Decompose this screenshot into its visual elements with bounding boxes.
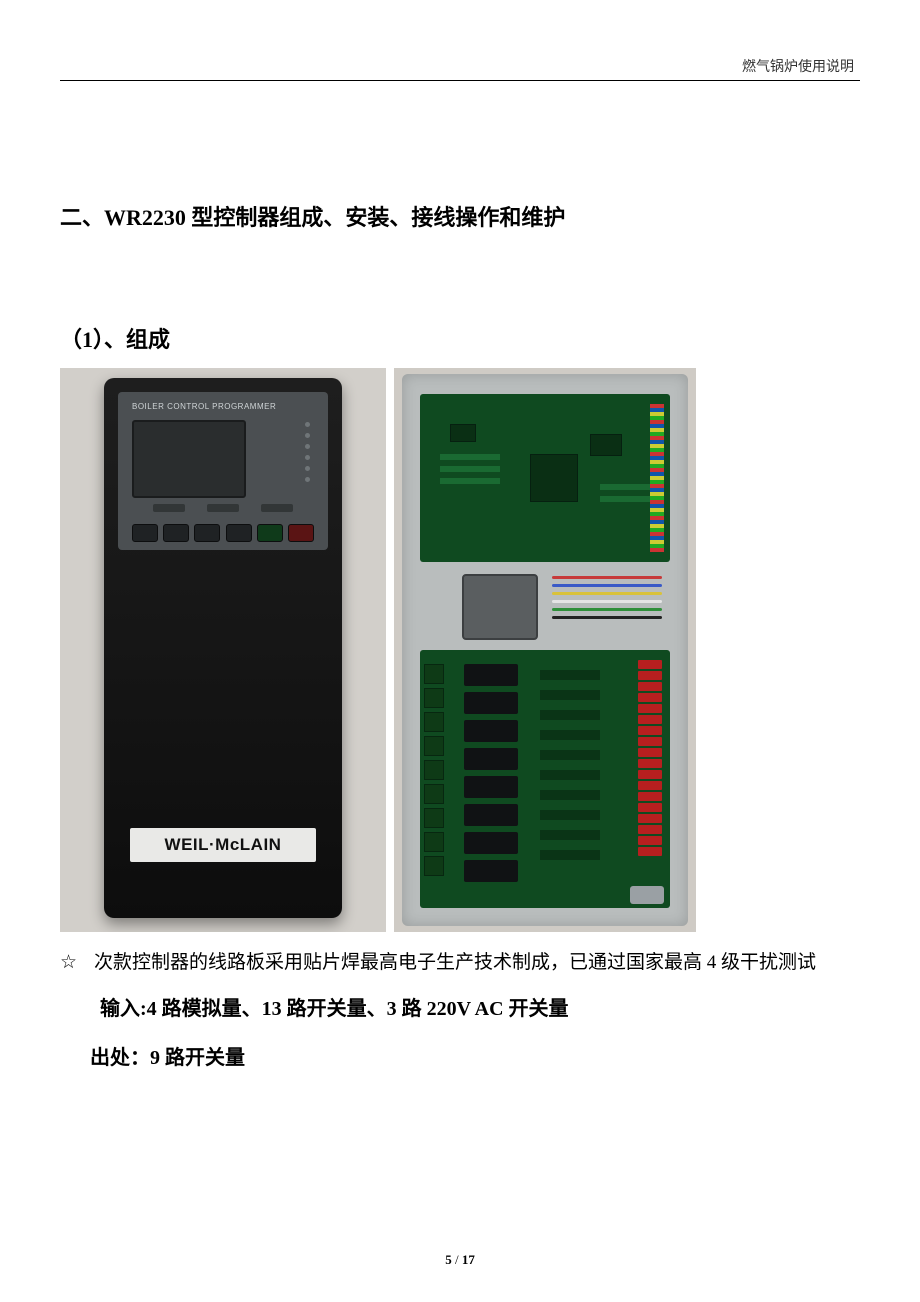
terminal-red — [638, 737, 662, 746]
terminal-red — [638, 693, 662, 702]
smd-row — [600, 484, 650, 490]
terminal-red — [638, 814, 662, 823]
wire-yellow — [552, 592, 662, 595]
relay — [464, 776, 518, 798]
pcb-bottom-board — [420, 650, 670, 908]
pcb-top-board — [420, 394, 670, 562]
mode-chip — [207, 504, 239, 512]
wire-bundle — [552, 570, 662, 640]
smd-row — [440, 454, 500, 460]
relay — [464, 860, 518, 882]
terminal-red — [638, 726, 662, 735]
terminal-red — [638, 660, 662, 669]
input-spec-line: 输入:4 路模拟量、13 路开关量、3 路 220V AC 开关量 — [100, 992, 860, 1021]
mode-indicator-row — [132, 504, 314, 516]
wire-red — [552, 576, 662, 579]
transformer — [462, 574, 538, 640]
page-number: 5 / 17 — [0, 1252, 920, 1268]
terminal-block — [424, 832, 444, 852]
led-indicator — [305, 444, 310, 449]
star-icon: ☆ — [60, 946, 94, 980]
photo-row: BOILER CONTROL PROGRAMMER — [60, 368, 860, 932]
terminal-red — [638, 792, 662, 801]
relay — [464, 832, 518, 854]
component-area — [540, 670, 600, 870]
led-indicator — [305, 466, 310, 471]
ok-button[interactable] — [194, 524, 220, 542]
terminal-red — [638, 847, 662, 856]
terminal-red — [638, 671, 662, 680]
led-indicator — [305, 433, 310, 438]
status-led-column — [260, 422, 310, 488]
mode-chip — [261, 504, 293, 512]
relay — [464, 720, 518, 742]
terminal-block — [424, 736, 444, 756]
terminal-block — [424, 784, 444, 804]
relay — [464, 692, 518, 714]
terminal-red-column — [638, 660, 662, 898]
terminal-red — [638, 715, 662, 724]
terminal-red — [638, 803, 662, 812]
led-indicator — [305, 422, 310, 427]
lcd-screen — [132, 420, 246, 498]
wire-white — [552, 600, 662, 603]
terminal-red — [638, 748, 662, 757]
star-bullet-line: ☆ 次款控制器的线路板采用贴片焊最高电子生产技术制成，已通过国家最高 4 级干扰… — [60, 946, 860, 980]
terminal-block — [424, 688, 444, 708]
header-right-text: 燃气锅炉使用说明 — [742, 56, 854, 76]
brand-text: WEIL·McLAIN — [165, 835, 282, 855]
terminal-red — [638, 759, 662, 768]
wire-green — [552, 608, 662, 611]
page-sep: / — [452, 1252, 462, 1267]
smd-row — [600, 496, 650, 502]
output-spec-line: 出处：9 路开关量 — [90, 1041, 860, 1070]
mode-chip — [153, 504, 185, 512]
controller-front-photo: BOILER CONTROL PROGRAMMER — [60, 368, 386, 932]
stop-button[interactable] — [288, 524, 314, 542]
ic-chip — [590, 434, 622, 456]
terminal-red — [638, 836, 662, 845]
main-ic-chip — [530, 454, 578, 502]
metal-enclosure — [402, 374, 688, 926]
terminal-red — [638, 682, 662, 691]
up-button[interactable] — [132, 524, 158, 542]
relay — [464, 748, 518, 770]
controller-enclosure: BOILER CONTROL PROGRAMMER — [104, 378, 342, 918]
run-button[interactable] — [257, 524, 283, 542]
terminal-block — [424, 808, 444, 828]
terminal-block — [424, 712, 444, 732]
terminal-red — [638, 825, 662, 834]
wire-black — [552, 616, 662, 619]
control-panel: BOILER CONTROL PROGRAMMER — [118, 392, 328, 550]
relay — [464, 804, 518, 826]
star-text: 次款控制器的线路板采用贴片焊最高电子生产技术制成，已通过国家最高 4 级干扰测试 — [94, 946, 816, 980]
keypad-row — [132, 524, 314, 542]
exit-button[interactable] — [226, 524, 252, 542]
terminal-block — [424, 664, 444, 684]
brand-plate: WEIL·McLAIN — [130, 828, 316, 862]
terminal-red — [638, 770, 662, 779]
page-total: 17 — [462, 1252, 475, 1267]
smd-row — [440, 466, 500, 472]
ic-chip — [450, 424, 476, 442]
ribbon-cable — [650, 404, 664, 552]
db9-connector — [630, 886, 664, 904]
wire-blue — [552, 584, 662, 587]
controller-internal-photo — [394, 368, 696, 932]
panel-label-text: BOILER CONTROL PROGRAMMER — [132, 402, 276, 411]
subsection-title: （1）、组成 — [60, 322, 860, 354]
relay — [464, 664, 518, 686]
smd-row — [440, 478, 500, 484]
terminal-block — [424, 760, 444, 780]
section-title: 二、WR2230 型控制器组成、安装、接线操作和维护 — [60, 200, 860, 232]
led-indicator — [305, 455, 310, 460]
header-rule — [60, 80, 860, 81]
terminal-block — [424, 856, 444, 876]
led-indicator — [305, 477, 310, 482]
terminal-red — [638, 704, 662, 713]
terminal-red — [638, 781, 662, 790]
down-button[interactable] — [163, 524, 189, 542]
